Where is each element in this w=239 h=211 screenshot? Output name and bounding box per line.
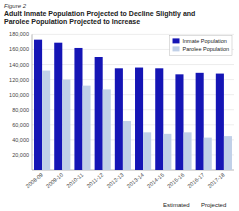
y-tick-label: 180,000 xyxy=(9,31,29,37)
bar xyxy=(103,89,111,170)
x-tick-label: 2012-13 xyxy=(105,172,124,190)
legend-label: Parolee Population xyxy=(183,46,229,52)
bar xyxy=(95,57,103,170)
bar xyxy=(34,40,42,170)
x-tick-label: 2013-14 xyxy=(126,172,145,190)
bar xyxy=(163,134,171,170)
bar xyxy=(204,138,212,170)
y-tick-label: 120,000 xyxy=(9,77,29,83)
x-tick-label: 2009-10 xyxy=(45,172,64,190)
bar xyxy=(123,121,131,170)
bar xyxy=(196,73,204,170)
bar xyxy=(135,68,143,170)
grid-line xyxy=(32,34,234,35)
x-tick-label: 2008-09 xyxy=(25,172,44,190)
bar xyxy=(143,132,151,170)
x-tick-label: 2011-12 xyxy=(86,172,105,189)
title-line: Adult Inmate Population Projected to Dec… xyxy=(4,10,195,18)
bar xyxy=(74,48,82,170)
y-tick-label: 60,000 xyxy=(12,122,29,128)
y-tick-label: 160,000 xyxy=(9,46,29,52)
bar xyxy=(224,136,232,170)
annotation: Estimated xyxy=(163,202,190,208)
x-tick-label: 2010-11 xyxy=(65,172,84,189)
y-tick-label: 80,000 xyxy=(12,107,29,113)
bar xyxy=(155,68,163,170)
chart: Figure 2Adult Inmate Population Projecte… xyxy=(0,0,239,211)
y-tick-label: 20,000 xyxy=(12,152,29,158)
figure-label: Figure 2 xyxy=(4,3,27,9)
annotation: Projected xyxy=(201,202,226,208)
bars xyxy=(34,40,232,170)
bar xyxy=(184,132,192,170)
bar xyxy=(42,71,50,170)
y-tick-label: 40,000 xyxy=(12,137,29,143)
legend-swatch xyxy=(173,46,180,51)
bar xyxy=(216,74,224,170)
x-tick-label: 2014-15 xyxy=(146,172,165,190)
legend-swatch xyxy=(173,38,180,43)
bar xyxy=(175,74,183,170)
title-line: Parolee Population Projected to Increase xyxy=(4,18,140,26)
legend: Inmate Population Parolee Population xyxy=(170,35,232,55)
bar xyxy=(54,43,62,170)
title: Adult Inmate Population Projected to Dec… xyxy=(4,10,195,26)
x-tick-label: 2015-16 xyxy=(166,172,185,190)
x-tick-label: 2017-18 xyxy=(206,172,225,190)
legend-box xyxy=(170,35,232,55)
bar xyxy=(62,80,70,170)
y-tick-label: 100,000 xyxy=(9,92,29,98)
legend-label: Inmate Population xyxy=(183,38,227,44)
bar xyxy=(115,68,123,170)
y-tick-label: 140,000 xyxy=(9,62,29,68)
x-tick-label: 2016-17 xyxy=(186,172,205,190)
bar xyxy=(83,86,91,170)
y-axis xyxy=(32,34,33,170)
